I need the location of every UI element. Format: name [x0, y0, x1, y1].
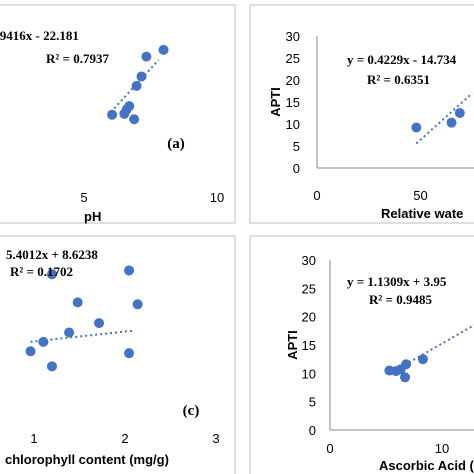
- y-tick-label: 10: [302, 366, 316, 381]
- y-tick-label: 15: [302, 338, 316, 353]
- x-tick-label: 2: [121, 431, 128, 446]
- x-axis-label: pH: [84, 209, 101, 224]
- x-tick-label: 10: [210, 190, 224, 205]
- y-tick-label: 30: [302, 253, 316, 268]
- y-axis-label: APTI: [268, 87, 283, 117]
- y-tick-label: 0: [293, 161, 300, 176]
- data-point: [64, 327, 75, 338]
- x-tick-label: 0: [313, 188, 320, 203]
- data-point: [124, 101, 135, 112]
- y-axis-label: APTI: [285, 330, 300, 360]
- r-squared-label: R² = 0.1702: [10, 264, 73, 279]
- y-tick-label: 30: [286, 29, 300, 44]
- data-point: [141, 51, 152, 62]
- data-point: [401, 359, 412, 370]
- data-point: [124, 348, 135, 359]
- panel-frame: [249, 235, 474, 474]
- panel-label: (c): [183, 403, 200, 419]
- y-tick-label: 10: [286, 117, 300, 132]
- y-tick-label: 0: [309, 423, 316, 438]
- r-squared-label: R² = 0.9485: [369, 292, 432, 307]
- data-point: [136, 71, 147, 82]
- data-point: [158, 44, 169, 55]
- y-tick-label: 5: [309, 395, 316, 410]
- chart-panel-2: 0 5 10 15 20 25 30 0 50 APTI Relative wate y = 0.42…: [249, 4, 474, 224]
- data-point: [132, 299, 143, 310]
- regression-equation: y = 1.1309x + 3.95: [347, 274, 447, 289]
- panel-label: (a): [167, 136, 185, 152]
- data-point: [46, 361, 57, 372]
- x-tick-label: 0: [326, 441, 333, 456]
- regression-equation: 5.4012x + 8.6238: [6, 247, 98, 262]
- chart-panel-3: 1 2 3 chlorophyll content (mg/g) 5.4012x + 8…: [0, 235, 236, 474]
- data-point: [124, 265, 135, 276]
- y-tick-label: 25: [286, 51, 300, 66]
- r-squared-label: R² = 0.7937: [46, 51, 109, 66]
- data-point: [417, 354, 428, 365]
- r-squared-label: R² = 0.6351: [367, 72, 430, 87]
- panel-frame: [0, 4, 236, 224]
- x-tick-label: 1: [30, 431, 37, 446]
- y-tick-label: 25: [302, 281, 316, 296]
- x-tick-label: 5: [80, 190, 87, 205]
- regression-equation: y = 0.4229x - 14.734: [347, 52, 457, 67]
- x-axis-label: Relative wate: [381, 206, 463, 221]
- y-tick-label: 20: [302, 310, 316, 325]
- chart-panel-1: 5 10 pH 5.9416x - 22.181 R² = 0.7937 (a): [0, 4, 236, 224]
- data-point: [72, 297, 83, 308]
- x-tick-label: 3: [212, 431, 219, 446]
- data-point: [400, 372, 411, 383]
- data-point: [129, 114, 140, 125]
- data-point: [38, 336, 49, 347]
- x-axis-label: Ascorbic Acid (: [379, 458, 474, 473]
- panel-frame: [249, 4, 474, 224]
- y-tick-label: 20: [286, 73, 300, 88]
- y-tick-label: 15: [286, 95, 300, 110]
- data-point: [25, 346, 36, 357]
- data-point: [411, 122, 422, 133]
- data-point: [454, 108, 465, 118]
- x-axis-label: chlorophyll content (mg/g): [5, 452, 169, 467]
- trendline: [30, 329, 134, 343]
- x-tick-label: 10: [435, 441, 449, 456]
- data-point: [46, 269, 57, 280]
- data-point: [446, 117, 457, 128]
- data-point: [94, 318, 105, 329]
- data-point: [107, 109, 118, 120]
- data-point: [131, 80, 142, 91]
- panel-frame: [0, 235, 236, 474]
- y-tick-label: 5: [293, 139, 300, 154]
- regression-equation: 5.9416x - 22.181: [0, 28, 79, 43]
- x-tick-label: 50: [413, 188, 427, 203]
